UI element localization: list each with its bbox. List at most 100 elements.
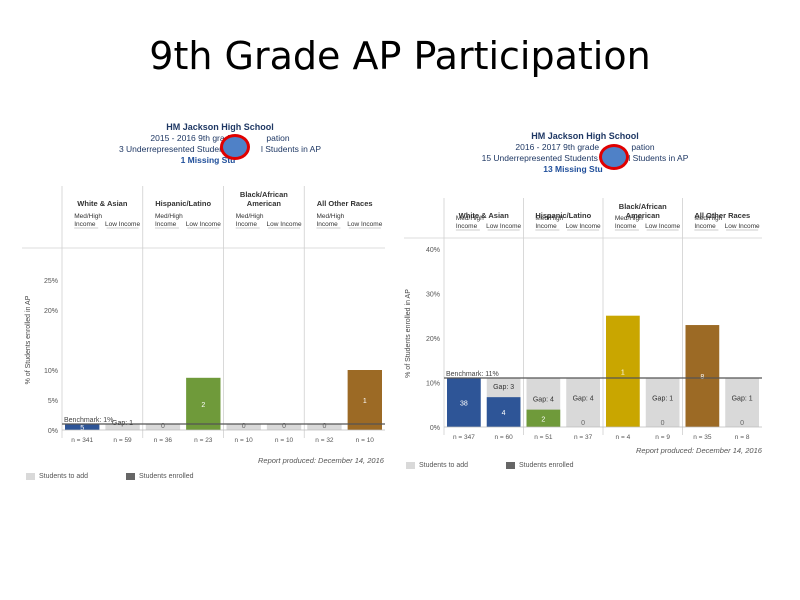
legend-item-students-to-add: Students to add bbox=[406, 462, 468, 469]
n-count-label: n = 8 bbox=[735, 434, 750, 441]
n-count-label: n = 37 bbox=[574, 434, 593, 441]
n-count-label: n = 32 bbox=[315, 437, 334, 444]
subgroup-label: Med/High bbox=[74, 213, 102, 220]
bar-count-label: 0 bbox=[322, 423, 326, 430]
bar-count-label: 38 bbox=[460, 401, 468, 408]
y-tick-label: 5% bbox=[48, 398, 58, 405]
subgroup-label: Med/High bbox=[316, 213, 344, 220]
bar-count-label: 0 bbox=[661, 420, 665, 427]
subgroup-label: Low Income bbox=[105, 221, 140, 228]
y-tick-label: 10% bbox=[426, 380, 440, 387]
subgroup-label: Low Income bbox=[566, 223, 601, 230]
subgroup-label: Med/High bbox=[615, 215, 643, 222]
subgroup-label: Low Income bbox=[725, 223, 760, 230]
gap-label: Gap: 4 bbox=[533, 397, 554, 404]
group-label: Black/African bbox=[619, 202, 667, 211]
group-label: All Other Races bbox=[694, 211, 750, 220]
redaction-circle bbox=[220, 134, 250, 160]
right-chart-legend: Students to add Students enrolled bbox=[406, 462, 609, 469]
gap-label: Gap: 3 bbox=[493, 384, 514, 391]
bar-count-label: 1 bbox=[621, 369, 625, 376]
y-tick-label: 30% bbox=[426, 291, 440, 298]
subgroup-label: Low Income bbox=[645, 223, 680, 230]
students-enrolled-bar bbox=[486, 397, 521, 427]
students-to-add-bar bbox=[145, 424, 181, 430]
n-count-label: n = 10 bbox=[235, 437, 254, 444]
students-to-add-bar bbox=[725, 378, 759, 427]
subgroup-label: Low Income bbox=[267, 221, 302, 228]
bar-count-label: 0 bbox=[242, 423, 246, 430]
left-chart-header: HM Jackson High School 2015 - 2016 9th g… bbox=[60, 122, 380, 166]
benchmark-label: Benchmark: 11% bbox=[446, 371, 499, 378]
missing-students-line: 1 Missing Stu bbox=[180, 155, 236, 165]
y-axis-label: % of Students enrolled in AP bbox=[25, 295, 32, 384]
students-to-add-bar bbox=[266, 424, 302, 430]
subgroup-label: Income bbox=[615, 223, 637, 230]
n-count-label: n = 10 bbox=[275, 437, 294, 444]
students-to-add-bar bbox=[566, 378, 600, 427]
subgroup-label: Income bbox=[236, 221, 258, 228]
chart-subtitle: 2015 - 2016 9th grade pation bbox=[150, 133, 290, 143]
gap-label: Gap: 1 bbox=[732, 396, 753, 403]
gap-label: Gap: 4 bbox=[573, 396, 594, 403]
y-tick-label: 40% bbox=[426, 247, 440, 254]
bar-count-label: 2 bbox=[541, 416, 545, 423]
n-count-label: n = 4 bbox=[616, 434, 631, 441]
legend-item-students-enrolled: Students enrolled bbox=[126, 473, 193, 480]
subgroup-label: Income bbox=[316, 221, 338, 228]
group-label: Hispanic/Latino bbox=[535, 211, 591, 220]
students-enrolled-bar bbox=[65, 424, 100, 430]
group-label: Hispanic/Latino bbox=[155, 199, 211, 208]
n-count-label: n = 9 bbox=[655, 434, 670, 441]
students-to-add-bar bbox=[226, 424, 261, 430]
subgroup-label: Med/High bbox=[535, 215, 563, 222]
redaction-circle bbox=[599, 144, 629, 170]
school-name: HM Jackson High School bbox=[166, 122, 274, 132]
chart-subtitle: 2016 - 2017 9th grade pation bbox=[515, 142, 655, 152]
students-enrolled-bar bbox=[447, 378, 481, 427]
n-count-label: n = 51 bbox=[534, 434, 553, 441]
n-count-label: n = 10 bbox=[356, 437, 375, 444]
gap-label: Gap: 1 bbox=[652, 396, 673, 403]
right-chart-header: HM Jackson High School 2016 - 2017 9th g… bbox=[430, 131, 740, 175]
y-tick-label: 0% bbox=[430, 425, 440, 432]
students-enrolled-bar bbox=[186, 377, 221, 430]
bar-count-label: 5 bbox=[80, 425, 84, 432]
legend-item-students-enrolled: Students enrolled bbox=[506, 462, 573, 469]
subgroup-label: Med/High bbox=[694, 215, 722, 222]
subgroup-label: Income bbox=[535, 223, 557, 230]
school-name: HM Jackson High School bbox=[531, 131, 639, 141]
students-to-add-bar bbox=[105, 424, 140, 430]
subgroup-label: Income bbox=[456, 223, 478, 230]
n-count-label: n = 341 bbox=[71, 437, 93, 444]
y-tick-label: 25% bbox=[44, 278, 58, 285]
n-count-label: n = 59 bbox=[113, 437, 132, 444]
missing-students-line: 13 Missing Stu bbox=[543, 164, 603, 174]
students-enrolled-bar bbox=[606, 315, 640, 427]
subgroup-label: Income bbox=[155, 221, 177, 228]
left-chart-legend: Students to add Students enrolled bbox=[26, 473, 229, 480]
students-to-add-bar bbox=[307, 424, 342, 430]
group-label: White & Asian bbox=[77, 199, 128, 208]
bar-count-label: 0 bbox=[282, 423, 286, 430]
subgroup-label: Low Income bbox=[486, 223, 521, 230]
group-label: All Other Races bbox=[317, 199, 373, 208]
bar-count-label: 4 bbox=[502, 410, 506, 417]
bar-count-label: 0 bbox=[161, 423, 165, 430]
y-tick-label: 20% bbox=[44, 308, 58, 315]
n-count-label: n = 36 bbox=[154, 437, 173, 444]
subgroup-label: Low Income bbox=[186, 221, 221, 228]
bar-count-label: 1 bbox=[363, 398, 367, 405]
students-enrolled-bar bbox=[526, 409, 561, 427]
students-enrolled-bar bbox=[685, 325, 720, 427]
n-count-label: n = 60 bbox=[494, 434, 513, 441]
y-tick-label: 10% bbox=[44, 368, 58, 375]
n-count-label: n = 35 bbox=[693, 434, 712, 441]
slide-title: 9th Grade AP Participation bbox=[149, 34, 651, 78]
benchmark-label: Benchmark: 1% bbox=[64, 417, 113, 424]
y-tick-label: 0% bbox=[48, 428, 58, 435]
group-label: White & Asian bbox=[459, 211, 510, 220]
y-axis-label: % of Students enrolled in AP bbox=[405, 289, 412, 378]
